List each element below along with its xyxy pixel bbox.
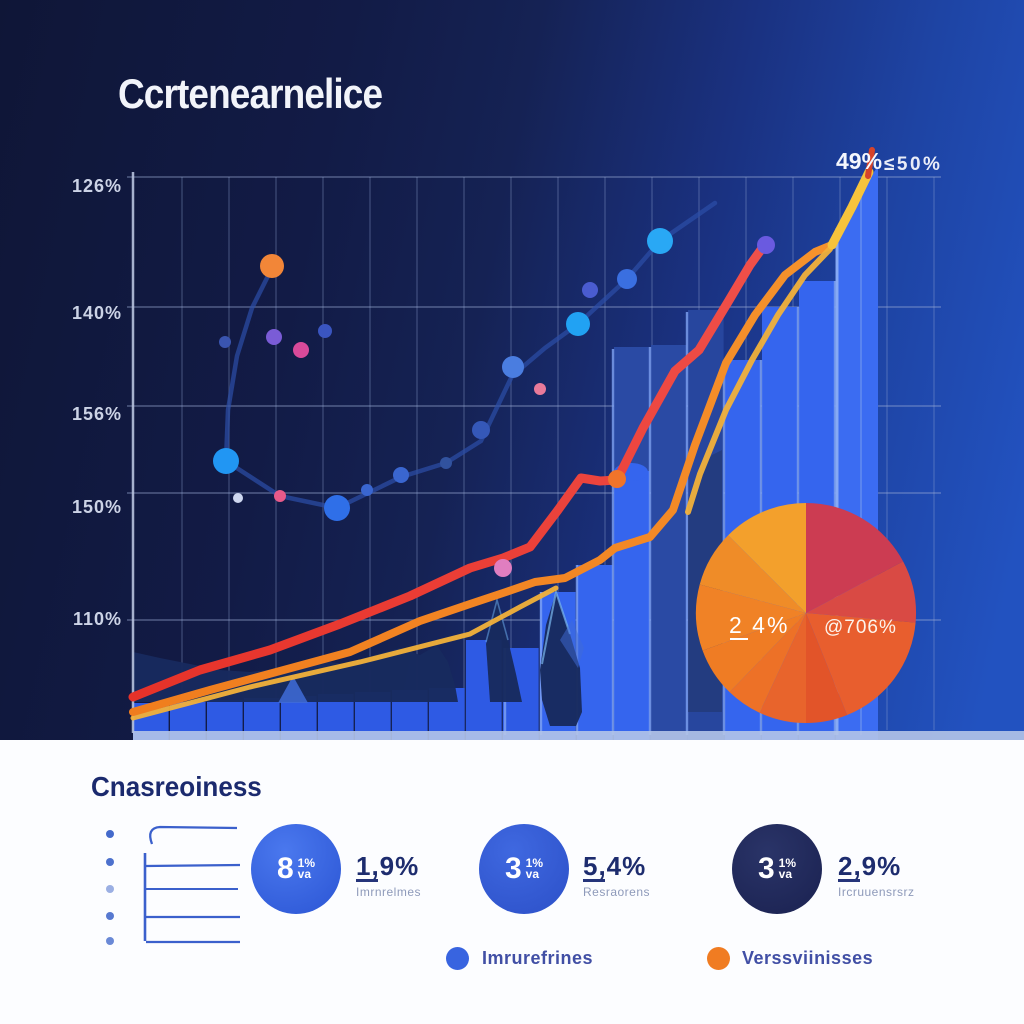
svg-text:2 4%: 2 4% [729,612,789,638]
svg-text:126%: 126% [72,176,122,196]
svg-text:49%: 49% [836,148,882,174]
svg-text:@706%: @706% [824,617,897,638]
svg-text:140%: 140% [72,303,122,323]
svg-text:110%: 110% [73,609,122,629]
svg-text:≤50%: ≤50% [884,154,942,175]
svg-text:156%: 156% [72,404,122,424]
svg-text:150%: 150% [72,497,122,517]
